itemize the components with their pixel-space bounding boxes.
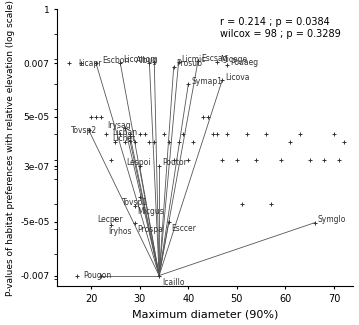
Text: Prospa: Prospa bbox=[137, 225, 163, 234]
Text: Micege: Micege bbox=[220, 55, 247, 64]
Text: Pouaeg: Pouaeg bbox=[230, 58, 258, 67]
Text: Escsag: Escsag bbox=[201, 54, 227, 63]
Text: Poutor: Poutor bbox=[162, 158, 187, 167]
Text: Escbon: Escbon bbox=[102, 56, 130, 65]
Text: Licapr: Licapr bbox=[78, 58, 102, 68]
Text: Lespoi: Lespoi bbox=[126, 158, 150, 167]
Text: Irysag: Irysag bbox=[107, 121, 131, 130]
Text: Symap1: Symap1 bbox=[191, 77, 222, 86]
Text: Tovsp1: Tovsp1 bbox=[122, 198, 148, 207]
Y-axis label: P-values of habitat preferences with relative elevation (log scale): P-values of habitat preferences with rel… bbox=[5, 0, 15, 296]
Text: Lecper: Lecper bbox=[97, 215, 123, 224]
Text: r = 0.214 ; p = 0.0384
wilcox = 98 ; p = 0.3289: r = 0.214 ; p = 0.0384 wilcox = 98 ; p =… bbox=[220, 17, 341, 39]
Text: Licomom: Licomom bbox=[124, 55, 158, 64]
Text: Lichet: Lichet bbox=[112, 134, 135, 143]
Text: Licban: Licban bbox=[112, 128, 137, 137]
Text: Licova: Licova bbox=[225, 72, 250, 82]
Text: Iryhos: Iryhos bbox=[108, 227, 131, 236]
Text: Icaillo: Icaillo bbox=[162, 278, 185, 287]
Text: Symglo: Symglo bbox=[317, 215, 346, 225]
Text: Licmic: Licmic bbox=[181, 55, 206, 64]
Text: Micgus: Micgus bbox=[137, 207, 164, 216]
Text: Esccer: Esccer bbox=[172, 224, 196, 233]
Text: Albug: Albug bbox=[136, 56, 158, 65]
X-axis label: Maximum diameter (90%): Maximum diameter (90%) bbox=[132, 309, 279, 319]
Text: Pougon: Pougon bbox=[83, 271, 111, 280]
Text: Prosub: Prosub bbox=[177, 59, 202, 69]
Text: Tovsp2: Tovsp2 bbox=[71, 125, 97, 135]
